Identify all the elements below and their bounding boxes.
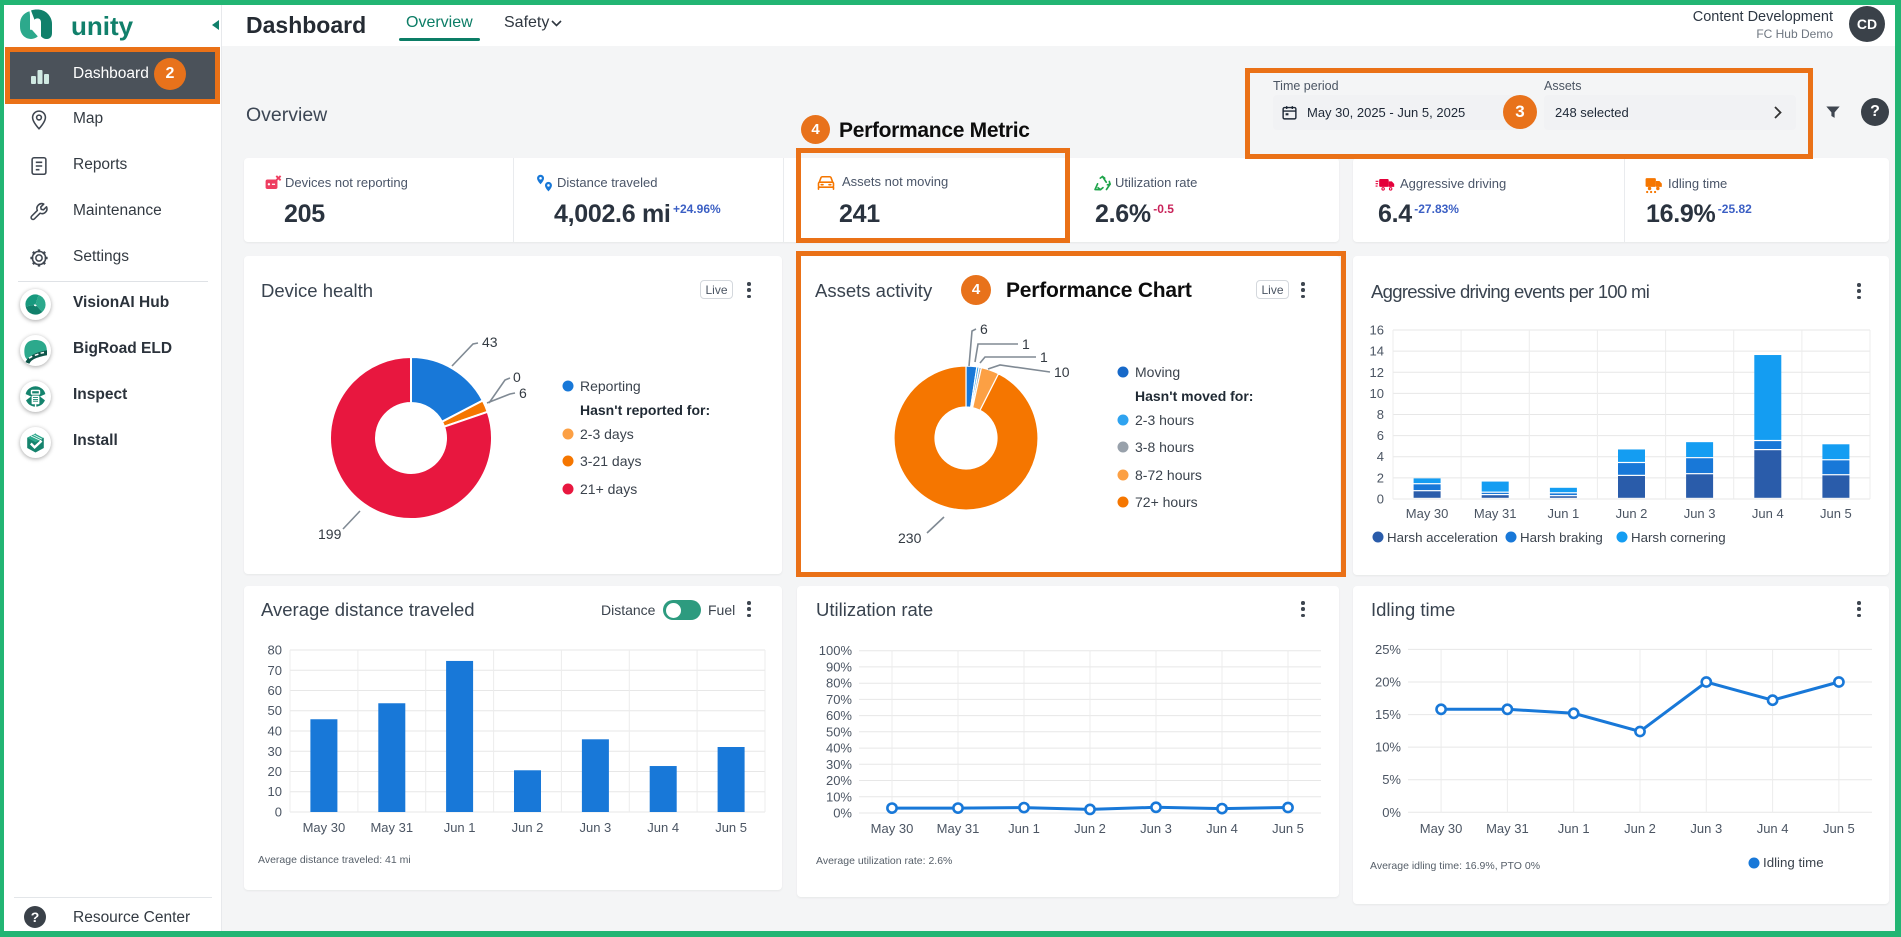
svg-text:Jun 3: Jun 3 <box>579 820 611 835</box>
svg-text:0: 0 <box>513 369 521 385</box>
svg-text:Hasn't moved for:: Hasn't moved for: <box>1135 388 1253 404</box>
svg-text:6: 6 <box>980 321 988 337</box>
svg-text:230: 230 <box>898 530 922 546</box>
svg-text:Jun 3: Jun 3 <box>1140 821 1172 836</box>
svg-text:2: 2 <box>1377 470 1384 485</box>
svg-text:Jun 4: Jun 4 <box>1757 821 1789 836</box>
svg-text:10: 10 <box>1054 364 1070 380</box>
svg-text:12: 12 <box>1370 365 1384 380</box>
svg-text:80%: 80% <box>826 676 852 691</box>
svg-text:21+ days: 21+ days <box>580 481 637 497</box>
svg-text:Jun 5: Jun 5 <box>1820 506 1852 521</box>
svg-text:199: 199 <box>318 526 342 542</box>
svg-text:50%: 50% <box>826 724 852 739</box>
svg-text:90%: 90% <box>826 659 852 674</box>
svg-text:10%: 10% <box>1375 740 1401 755</box>
svg-text:Jun 2: Jun 2 <box>1616 506 1648 521</box>
svg-text:Idling time: Idling time <box>1763 855 1824 870</box>
svg-text:6: 6 <box>519 385 527 401</box>
svg-text:Harsh cornering: Harsh cornering <box>1631 530 1726 545</box>
svg-text:20%: 20% <box>826 773 852 788</box>
svg-text:Jun 3: Jun 3 <box>1684 506 1716 521</box>
svg-text:Average utilization rate: 2.6%: Average utilization rate: 2.6% <box>816 855 952 867</box>
svg-text:Jun 4: Jun 4 <box>1206 821 1238 836</box>
svg-text:70: 70 <box>268 663 282 678</box>
svg-text:1: 1 <box>1040 349 1048 365</box>
svg-text:Jun 1: Jun 1 <box>1547 506 1579 521</box>
svg-text:50: 50 <box>268 703 282 718</box>
svg-text:20%: 20% <box>1375 675 1401 690</box>
svg-text:Jun 4: Jun 4 <box>647 820 679 835</box>
svg-text:3-8 hours: 3-8 hours <box>1135 439 1194 455</box>
svg-text:60%: 60% <box>826 708 852 723</box>
svg-text:Jun 2: Jun 2 <box>1624 821 1656 836</box>
svg-text:30%: 30% <box>826 757 852 772</box>
svg-text:3-21 days: 3-21 days <box>580 453 641 469</box>
svg-text:Average idling time: 16.9%, PT: Average idling time: 16.9%, PTO 0% <box>1370 860 1540 872</box>
svg-text:Hasn't reported for:: Hasn't reported for: <box>580 402 710 418</box>
svg-text:0: 0 <box>275 805 282 820</box>
svg-text:5%: 5% <box>1382 772 1401 787</box>
svg-text:0%: 0% <box>833 806 852 821</box>
svg-text:43: 43 <box>482 334 498 350</box>
svg-text:0%: 0% <box>1382 805 1401 820</box>
svg-text:Jun 5: Jun 5 <box>1272 821 1304 836</box>
svg-text:8: 8 <box>1377 407 1384 422</box>
svg-text:16: 16 <box>1370 323 1384 338</box>
svg-text:20: 20 <box>268 764 282 779</box>
svg-text:25%: 25% <box>1375 642 1401 657</box>
svg-text:30: 30 <box>268 744 282 759</box>
svg-text:80: 80 <box>268 643 282 658</box>
svg-text:1: 1 <box>1022 336 1030 352</box>
svg-text:Jun 5: Jun 5 <box>1823 821 1855 836</box>
svg-text:14: 14 <box>1370 344 1384 359</box>
svg-text:Jun 5: Jun 5 <box>715 820 747 835</box>
svg-text:May 30: May 30 <box>1406 506 1449 521</box>
svg-text:60: 60 <box>268 683 282 698</box>
svg-text:10: 10 <box>1370 386 1384 401</box>
svg-text:40: 40 <box>268 724 282 739</box>
svg-text:Jun 4: Jun 4 <box>1752 506 1784 521</box>
svg-text:Jun 1: Jun 1 <box>1558 821 1590 836</box>
svg-text:Reporting: Reporting <box>580 378 641 394</box>
svg-text:10%: 10% <box>826 789 852 804</box>
svg-text:May 31: May 31 <box>1486 821 1529 836</box>
svg-text:2-3 days: 2-3 days <box>580 426 634 442</box>
svg-text:100%: 100% <box>819 643 853 658</box>
svg-text:10: 10 <box>268 784 282 799</box>
svg-text:Jun 3: Jun 3 <box>1690 821 1722 836</box>
svg-text:Harsh braking: Harsh braking <box>1520 530 1603 545</box>
svg-text:0: 0 <box>1377 492 1384 507</box>
svg-text:Jun 2: Jun 2 <box>1074 821 1106 836</box>
svg-text:Jun 1: Jun 1 <box>444 820 476 835</box>
svg-text:May 31: May 31 <box>1474 506 1517 521</box>
svg-text:Jun 2: Jun 2 <box>512 820 544 835</box>
svg-text:Moving: Moving <box>1135 364 1180 380</box>
svg-text:15%: 15% <box>1375 707 1401 722</box>
svg-text:6: 6 <box>1377 428 1384 443</box>
svg-text:8-72 hours: 8-72 hours <box>1135 467 1202 483</box>
svg-text:4: 4 <box>1377 449 1384 464</box>
svg-text:70%: 70% <box>826 692 852 707</box>
svg-text:May 30: May 30 <box>303 820 346 835</box>
svg-text:Harsh acceleration: Harsh acceleration <box>1387 530 1498 545</box>
svg-text:Average distance traveled: 41: Average distance traveled: 41 mi <box>258 854 411 866</box>
svg-text:May 30: May 30 <box>1420 821 1463 836</box>
svg-text:May 31: May 31 <box>370 820 413 835</box>
svg-text:40%: 40% <box>826 741 852 756</box>
svg-text:May 31: May 31 <box>937 821 980 836</box>
svg-text:May 30: May 30 <box>871 821 914 836</box>
svg-text:Jun 1: Jun 1 <box>1008 821 1040 836</box>
svg-text:2-3 hours: 2-3 hours <box>1135 412 1194 428</box>
svg-text:72+ hours: 72+ hours <box>1135 494 1198 510</box>
